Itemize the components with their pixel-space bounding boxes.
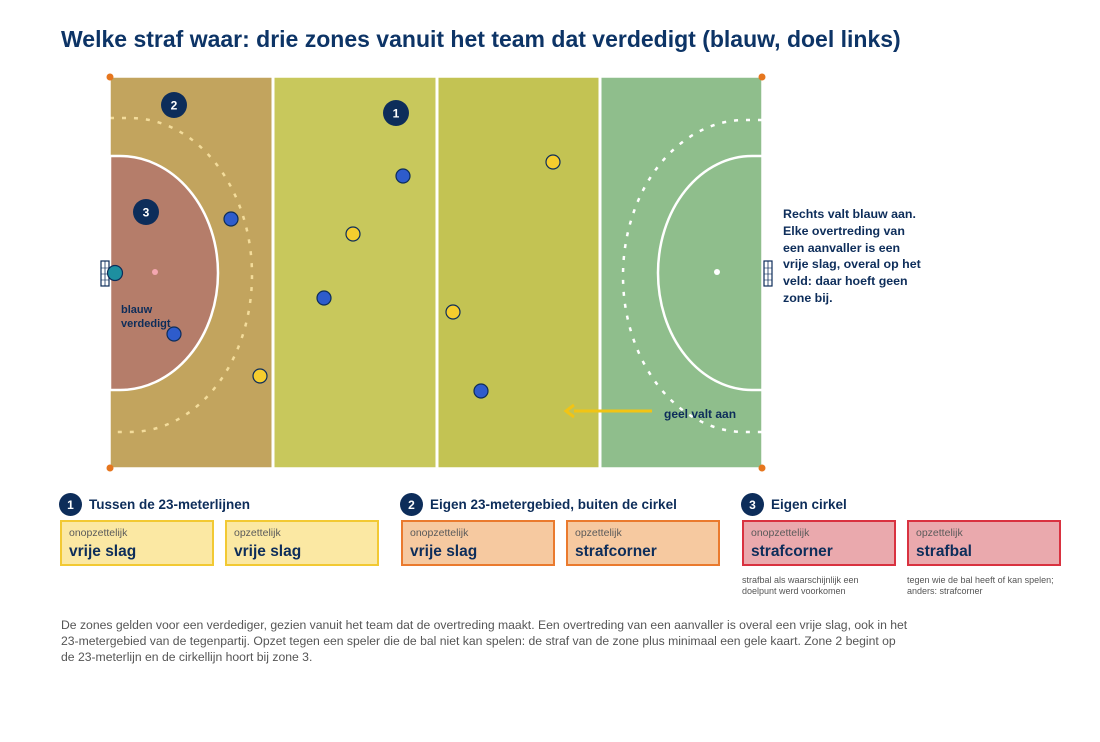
zone-3-unintentional-note: strafbal als waarschijnlijk een doelpunt… <box>742 575 859 596</box>
zone-badge-1-label: 1 <box>393 107 400 121</box>
zone-2-number: 2 <box>400 493 423 516</box>
right-goal-icon <box>763 260 773 287</box>
zone-3-number: 3 <box>741 493 764 516</box>
zone-badge-1: 1 <box>383 100 409 126</box>
zone-1-number: 1 <box>59 493 82 516</box>
zone-badge-2-label: 2 <box>171 99 178 113</box>
box-kind: opzettelijk <box>234 527 281 539</box>
zone-2-heading: 2 Eigen 23-metergebied, buiten de cirkel <box>400 493 677 516</box>
box-penalty: vrije slag <box>234 543 302 560</box>
zone-1-intentional-box: opzettelijk vrije slag <box>225 520 379 566</box>
footer-explanation: De zones gelden voor een verdediger, gez… <box>61 618 908 664</box>
zone-badge-3: 3 <box>133 199 159 225</box>
zone-badge-3-label: 3 <box>143 206 150 220</box>
zone-2-intentional-box: opzettelijk strafcorner <box>566 520 720 566</box>
yellow-player <box>345 226 361 242</box>
corner-marker <box>758 464 766 472</box>
page-title: Welke straf waar: drie zones vanuit het … <box>61 26 901 52</box>
zone-1-title: Tussen de 23-meterlijnen <box>89 497 251 512</box>
zone-3-title: Eigen cirkel <box>771 497 847 512</box>
box-penalty: vrije slag <box>410 543 478 560</box>
box-kind: onopzettelijk <box>410 527 469 539</box>
zone-1-unintentional-box: onopzettelijk vrije slag <box>60 520 214 566</box>
zone-1-heading: 1 Tussen de 23-meterlijnen <box>59 493 250 516</box>
corner-marker <box>758 73 766 81</box>
box-kind: opzettelijk <box>575 527 622 539</box>
yellow-attacks-label: geel valt aan <box>664 407 736 421</box>
zone-3-intentional-note: tegen wie de bal heeft of kan spelen; an… <box>907 575 1054 596</box>
blue-defends-label: blauw verdedigt <box>121 304 171 330</box>
zone-3-unintentional-box: onopzettelijk strafcorner <box>742 520 896 566</box>
corner-marker <box>106 464 114 472</box>
zone-3-intentional-box: opzettelijk strafbal <box>907 520 1061 566</box>
right-circle <box>656 154 762 392</box>
corner-marker <box>106 73 114 81</box>
yellow-player <box>445 304 461 320</box>
box-penalty: vrije slag <box>69 543 137 560</box>
right-penalty-spot <box>714 269 720 275</box>
zone-1-area-left <box>273 77 437 468</box>
box-kind: onopzettelijk <box>751 527 810 539</box>
box-penalty: strafcorner <box>751 543 833 560</box>
blue-player <box>166 326 182 342</box>
zone-1-area-right <box>437 77 600 468</box>
yellow-player <box>252 368 268 384</box>
box-penalty: strafcorner <box>575 543 657 560</box>
box-kind: opzettelijk <box>916 527 963 539</box>
blue-player <box>223 211 239 227</box>
blue-player <box>395 168 411 184</box>
box-penalty: strafbal <box>916 543 972 560</box>
left-dashed-arc <box>110 116 254 434</box>
zone-badge-2: 2 <box>161 92 187 118</box>
zone-2-title: Eigen 23-metergebied, buiten de cirkel <box>430 497 677 512</box>
attack-arrow-icon <box>563 403 652 419</box>
yellow-player <box>545 154 561 170</box>
right-side-note: Rechts valt blauw aan. Elke overtreding … <box>783 207 921 305</box>
blue-player <box>316 290 332 306</box>
left-penalty-spot <box>152 269 158 275</box>
zone-3-heading: 3 Eigen cirkel <box>741 493 847 516</box>
box-kind: onopzettelijk <box>69 527 128 539</box>
blue-player <box>473 383 489 399</box>
goalkeeper <box>106 264 124 282</box>
zone-2-unintentional-box: onopzettelijk vrije slag <box>401 520 555 566</box>
